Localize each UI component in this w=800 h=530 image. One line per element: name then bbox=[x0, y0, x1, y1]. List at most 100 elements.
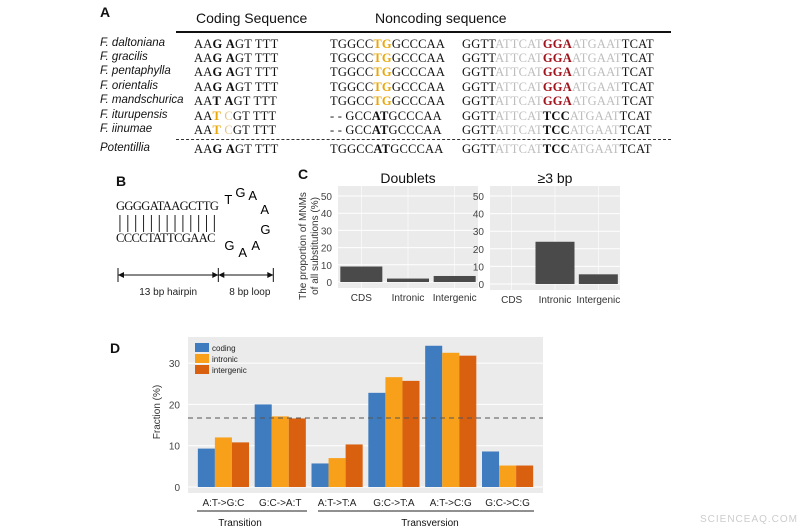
sequence-segment: GCCCAA bbox=[388, 123, 442, 137]
sequence-segment: G bbox=[212, 51, 223, 65]
sequence-segment: TCAT bbox=[621, 51, 654, 65]
loop-length-label: 8 bp loop bbox=[229, 287, 271, 298]
x-tick-label: G:C->A:T bbox=[259, 498, 302, 509]
y-axis-label: Fraction (%) bbox=[152, 385, 163, 439]
noncoding-sequence: TGGCCTGGCCCAA bbox=[330, 37, 445, 52]
sequence-segment: ATTCAT bbox=[495, 142, 543, 156]
sequence-segment: TCAT bbox=[621, 37, 654, 51]
sequence-segment: ATGAAT bbox=[569, 142, 620, 156]
sequence-segment: GGA bbox=[542, 51, 572, 65]
sequence-segment: ATGAAT bbox=[571, 65, 622, 79]
y-tick-label: 10 bbox=[169, 442, 181, 453]
sequence-segment: AA bbox=[194, 51, 213, 65]
sequence-segment: GCCCAA bbox=[391, 51, 446, 65]
group-label: Transition bbox=[218, 518, 262, 529]
sequence-segment: AA bbox=[194, 80, 213, 94]
y-tick-label: 40 bbox=[321, 209, 333, 220]
group-label: Transversion bbox=[401, 518, 458, 529]
species-name: F. iturupensis bbox=[100, 109, 168, 121]
coding-sequence: AAT CGT TTT bbox=[194, 123, 276, 138]
y-axis-label: The proportion of MNMsof all substitutio… bbox=[298, 192, 321, 300]
sequence-segment: A bbox=[225, 80, 235, 94]
sequence-segment: T bbox=[212, 123, 222, 137]
sequence-segment: ATTCAT bbox=[495, 37, 543, 51]
sequence-segment: GT TTT bbox=[234, 37, 279, 51]
noncoding-sequence: GGTTATTCATGGAATGAATTCAT bbox=[462, 80, 654, 95]
y-tick-label: 20 bbox=[473, 245, 485, 256]
y-axis-label-line: of all substitutions (%) bbox=[310, 197, 321, 295]
legend-label: intergenic bbox=[212, 366, 247, 375]
x-tick-label: G:C->T:A bbox=[373, 498, 415, 509]
sequence-segment: TCAT bbox=[621, 65, 654, 79]
noncoding-sequence: GGTTATTCATGGAATGAATTCAT bbox=[462, 51, 654, 66]
sequence-segment: ATGAAT bbox=[569, 109, 620, 123]
sequence-segment: GCCCAA bbox=[391, 37, 446, 51]
sequence-segment: TCAT bbox=[621, 80, 654, 94]
sequence-segment: AA bbox=[194, 37, 213, 51]
y-tick-label: 0 bbox=[478, 280, 484, 291]
sequence-segment: ATGAAT bbox=[571, 37, 622, 51]
sequence-segment: GGTT bbox=[462, 65, 496, 79]
coding-sequence: AAG AGT TTT bbox=[194, 80, 278, 95]
bar bbox=[340, 266, 383, 282]
sequence-segment: GCCCAA bbox=[391, 94, 446, 108]
sequence-segment: GT TTT bbox=[233, 94, 278, 108]
noncoding-sequence: TGGCCATGCCCAA bbox=[330, 142, 444, 157]
sequence-segment: GT TTT bbox=[234, 80, 279, 94]
sequence-segment: TG bbox=[373, 94, 392, 108]
y-axis-label-line: The proportion of MNMs bbox=[298, 192, 309, 300]
coding-sequence: AAT CGT TTT bbox=[194, 109, 276, 124]
y-tick-label: 20 bbox=[169, 400, 181, 411]
sequence-segment: AA bbox=[194, 123, 213, 137]
sequence-segment: AT bbox=[371, 123, 389, 137]
loop-base: G bbox=[224, 238, 234, 253]
sequence-segment: TCC bbox=[542, 142, 570, 156]
sequence-segment: GGA bbox=[542, 94, 572, 108]
bar-intronic bbox=[499, 465, 517, 487]
bar bbox=[535, 241, 575, 284]
sequence-segment: GT TTT bbox=[234, 51, 279, 65]
y-tick-label: 0 bbox=[326, 278, 332, 289]
y-tick-label: 0 bbox=[174, 483, 180, 494]
coding-sequence: AAG AGT TTT bbox=[194, 142, 278, 157]
sequence-segment: GGTT bbox=[462, 142, 496, 156]
sequence-segment: ATGAAT bbox=[571, 94, 622, 108]
noncoding-sequence: GGTTATTCATGGAATGAATTCAT bbox=[462, 65, 654, 80]
loop-base: A bbox=[248, 188, 257, 203]
sequence-segment: TCC bbox=[542, 123, 570, 137]
sequence-segment: TGGCC bbox=[330, 65, 374, 79]
sequence-segment: GGA bbox=[542, 80, 572, 94]
x-tick-label: CDS bbox=[351, 293, 372, 304]
noncoding-sequence: TGGCCTGGCCCAA bbox=[330, 51, 445, 66]
y-tick-label: 40 bbox=[473, 210, 485, 221]
sequence-segment: C bbox=[224, 109, 233, 123]
noncoding-sequence: GGTTATTCATGGAATGAATTCAT bbox=[462, 94, 654, 109]
arrowhead bbox=[118, 272, 124, 278]
loop-base: A bbox=[251, 238, 260, 253]
noncoding-sequence-header: Noncoding sequence bbox=[375, 10, 507, 26]
sequence-segment: T bbox=[212, 94, 222, 108]
sequence-segment: ATTCAT bbox=[495, 65, 543, 79]
hairpin-top-strand: GGGGATAAGCTTG bbox=[116, 199, 219, 213]
y-tick-label: 30 bbox=[473, 227, 485, 238]
arrowhead bbox=[218, 272, 225, 278]
sequence-segment: GGTT bbox=[462, 37, 496, 51]
sequence-segment: C bbox=[224, 123, 233, 137]
sequence-segment: TGGCC bbox=[330, 142, 374, 156]
bar bbox=[578, 274, 618, 284]
sequence-segment: GGTT bbox=[462, 51, 496, 65]
species-name: Potentillia bbox=[100, 142, 150, 154]
bar-intronic bbox=[442, 352, 460, 487]
sequence-segment: ATTCAT bbox=[495, 51, 543, 65]
sequence-segment: ATTCAT bbox=[495, 80, 543, 94]
arrowhead bbox=[212, 272, 219, 278]
sequence-segment: GGA bbox=[542, 65, 572, 79]
bar-coding bbox=[254, 404, 272, 487]
header-rule bbox=[176, 31, 671, 33]
species-name: F. gracilis bbox=[100, 51, 148, 63]
arrowhead bbox=[267, 272, 274, 278]
y-tick-label: 30 bbox=[169, 359, 181, 370]
y-tick-label: 10 bbox=[321, 261, 333, 272]
